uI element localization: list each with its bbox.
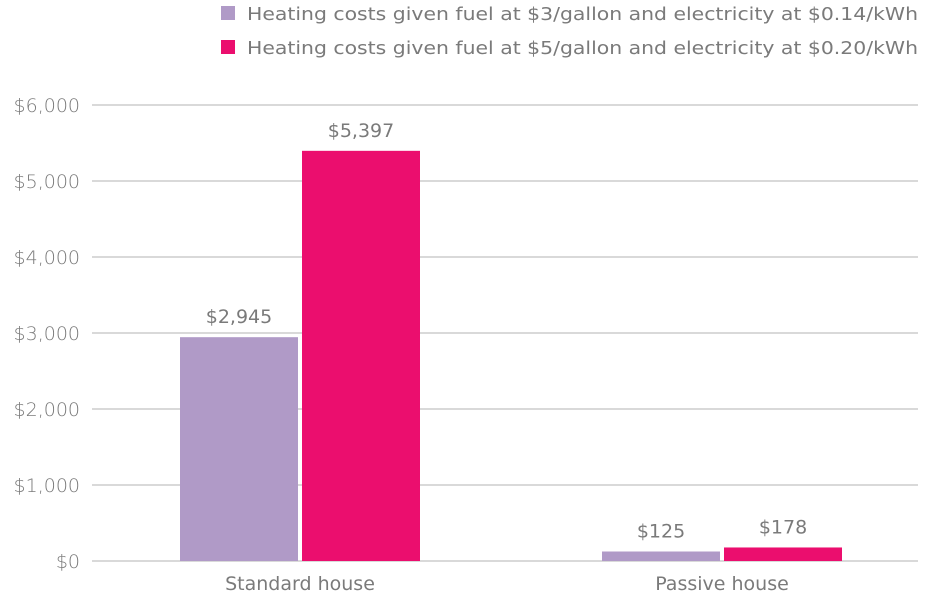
bar bbox=[724, 547, 842, 561]
data-label: $2,945 bbox=[206, 306, 272, 328]
data-label: $125 bbox=[637, 521, 685, 543]
y-tick-label: $3,000 bbox=[14, 323, 80, 345]
x-axis-categories: Standard house Passive house bbox=[225, 573, 789, 595]
bar bbox=[602, 551, 720, 561]
y-tick-label: $4,000 bbox=[14, 247, 80, 269]
data-labels: $2,945 $125 $5,397 $178 bbox=[206, 120, 807, 543]
y-tick-label: $1,000 bbox=[14, 475, 80, 497]
x-category-label: Passive house bbox=[655, 573, 789, 595]
y-axis-ticks: $0 $1,000 $2,000 $3,000 $4,000 $5,000 $6,000 bbox=[14, 95, 80, 573]
y-tick-label: $2,000 bbox=[14, 399, 80, 421]
bars bbox=[180, 150, 842, 561]
legend: Heating costs given fuel at $3/gallon an… bbox=[221, 4, 918, 59]
x-category-label: Standard house bbox=[225, 573, 375, 595]
bar bbox=[302, 150, 420, 561]
legend-label: Heating costs given fuel at $5/gallon an… bbox=[247, 38, 918, 59]
legend-swatch bbox=[221, 6, 235, 20]
legend-label: Heating costs given fuel at $3/gallon an… bbox=[247, 4, 918, 25]
bar bbox=[180, 337, 298, 561]
legend-swatch bbox=[221, 40, 235, 54]
data-label: $5,397 bbox=[328, 120, 394, 142]
y-tick-label: $0 bbox=[56, 551, 80, 573]
data-label: $178 bbox=[759, 516, 807, 538]
y-tick-label: $6,000 bbox=[14, 95, 80, 117]
y-tick-label: $5,000 bbox=[14, 171, 80, 193]
